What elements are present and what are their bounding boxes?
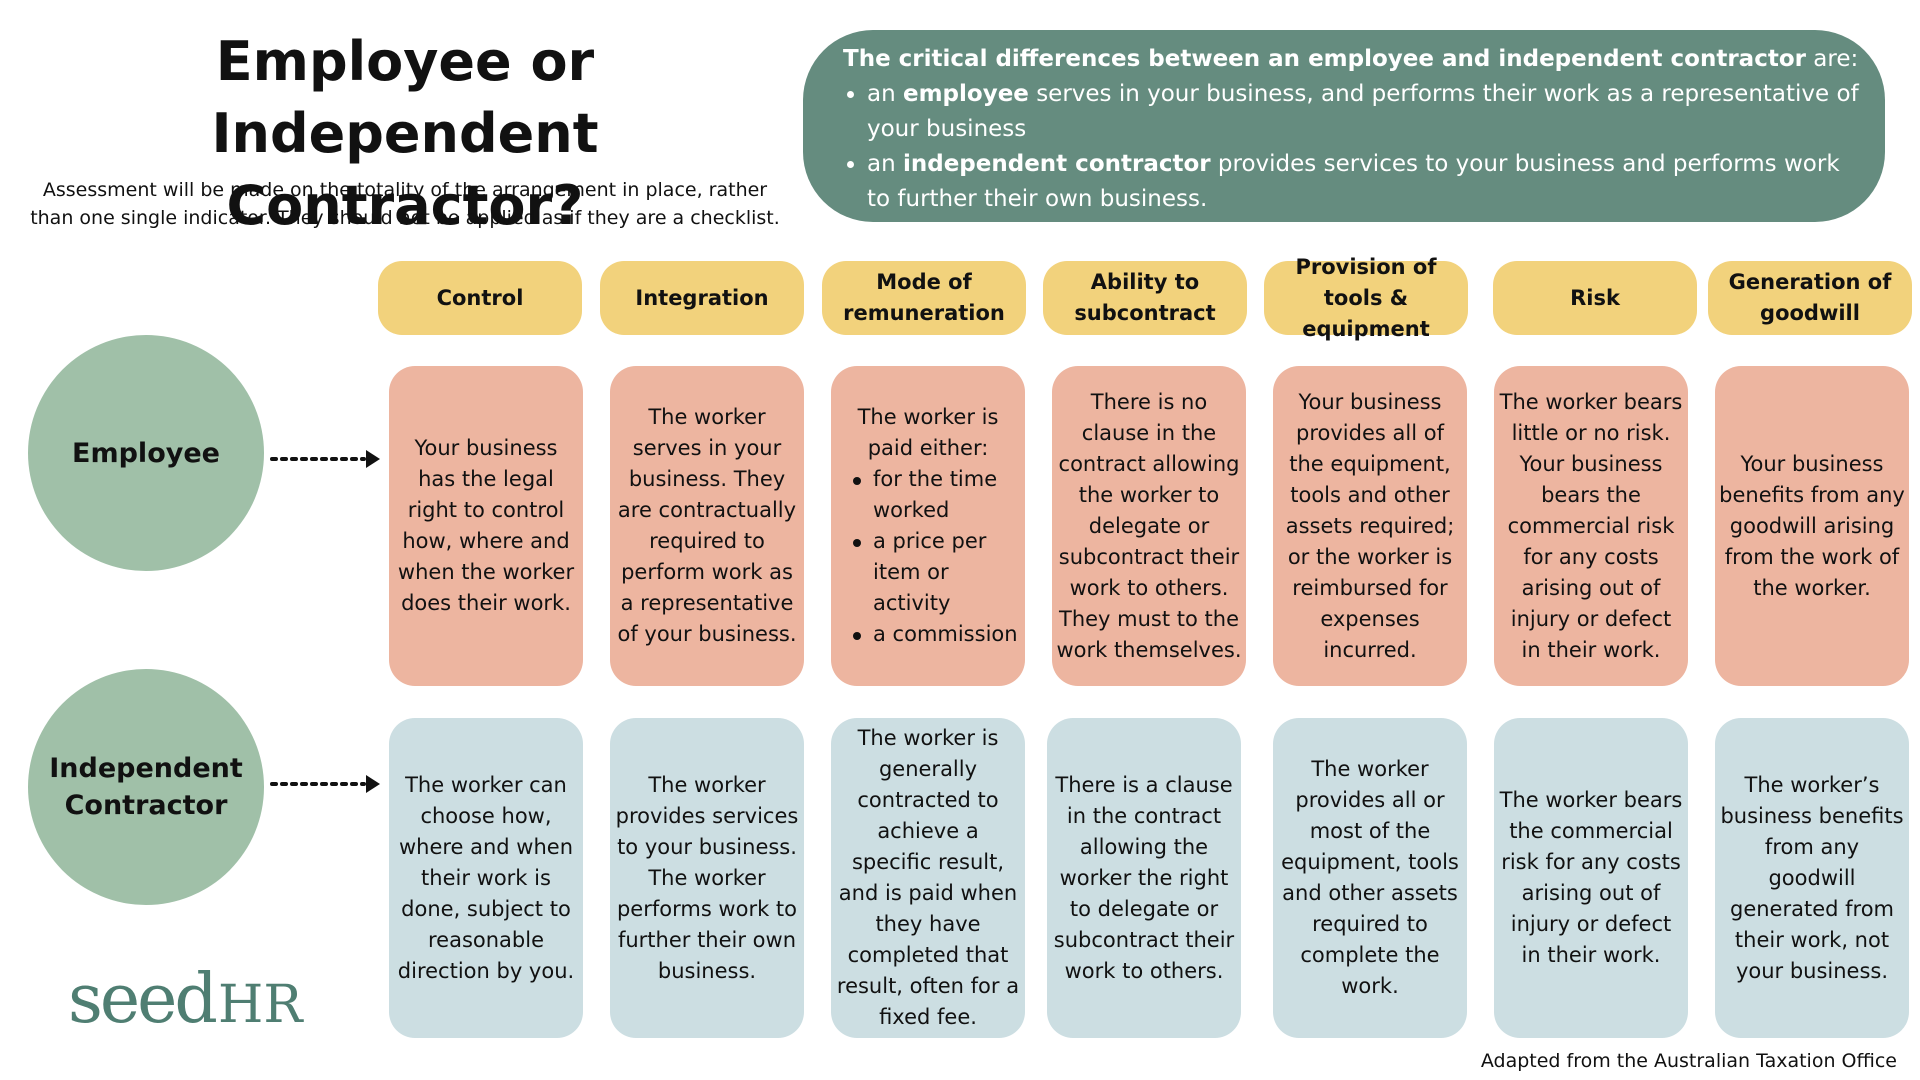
contractor-cell-ability-to-subcontract: There is a clause in the contract allowi…	[1047, 718, 1241, 1038]
difference-contractor-bold: independent contractor	[902, 151, 1211, 177]
header-control: Control	[378, 261, 582, 335]
subtitle-line-1: Assessment will be made on the totality …	[42, 179, 768, 201]
subtitle-line-2: than one single indicator. They should n…	[30, 207, 780, 229]
contractor-cell-control: The worker can choose how, where and whe…	[389, 718, 583, 1038]
employee-arrow-icon	[270, 450, 380, 468]
page-title-line-2: Contractor?	[226, 174, 584, 237]
header-integration: Integration	[600, 261, 804, 335]
contractor-cell-mode-of-remuneration: The worker is generally contracted to ac…	[831, 718, 1025, 1038]
difference-employee-pre: an	[867, 81, 903, 107]
svg-text:HR: HR	[218, 975, 304, 1035]
employee-cell-control: Your business has the legal right to con…	[389, 366, 583, 686]
difference-contractor-pre: an	[867, 151, 903, 177]
contractor-label: Independent Contractor	[49, 750, 243, 824]
contractor-circle: Independent Contractor	[28, 669, 264, 905]
contractor-cell-integration: The worker provides services to your bus…	[610, 718, 804, 1038]
difference-employee-post: serves in your business, and performs th…	[867, 81, 1859, 142]
header-provision-of-tools: Provision of tools & equipment	[1264, 255, 1468, 341]
contractor-label-line-1: Independent	[49, 753, 243, 784]
header-generation-of-goodwill: Generation of goodwill	[1708, 261, 1912, 335]
employee-mode-bullet-time: for the time worked	[835, 464, 1021, 526]
difference-employee: an employee serves in your business, and…	[867, 77, 1869, 147]
contractor-cell-generation-of-goodwill: The worker’s business benefits from any …	[1715, 718, 1909, 1038]
employee-cell-integration: The worker serves in your business. They…	[610, 366, 804, 686]
header-mode-of-remuneration: Mode of remuneration	[822, 261, 1026, 335]
employee-cell-mode-of-remuneration: The worker is paid either: for the time …	[831, 366, 1025, 686]
contractor-cell-risk: The worker bears the commercial risk for…	[1494, 718, 1688, 1038]
seed-hr-logo: seed HR	[68, 960, 304, 1039]
page-subtitle: Assessment will be made on the totality …	[20, 176, 790, 232]
page-title: Employee or Independent Contractor?	[20, 26, 790, 242]
differences-list: an employee serves in your business, and…	[843, 77, 1869, 217]
contractor-arrow-icon	[270, 775, 380, 793]
employee-cell-ability-to-subcontract: There is no clause in the contract allow…	[1052, 366, 1246, 686]
page-title-line-1: Employee or Independent	[211, 30, 599, 165]
employee-mode-bullet-price: a price per item or activity	[835, 526, 1021, 619]
employee-cell-provision-of-tools: Your business provides all of the equipm…	[1273, 366, 1467, 686]
employee-mode-list: for the time worked a price per item or …	[835, 464, 1021, 650]
employee-cell-risk: The worker bears little or no risk. Your…	[1494, 366, 1688, 686]
employee-label: Employee	[72, 437, 220, 469]
difference-contractor: an independent contractor provides servi…	[867, 147, 1869, 217]
employee-circle: Employee	[28, 335, 264, 571]
employee-mode-intro: The worker is paid either:	[857, 405, 999, 460]
differences-lead-rest: are:	[1805, 46, 1859, 72]
employee-mode-bullet-commission: a commission	[835, 619, 1021, 650]
contractor-cell-provision-of-tools: The worker provides all or most of the e…	[1273, 718, 1467, 1038]
employee-mode-content: The worker is paid either: for the time …	[835, 402, 1021, 650]
contractor-label-line-2: Contractor	[64, 790, 228, 821]
differences-lead: The critical differences between an empl…	[843, 42, 1869, 77]
critical-differences-box: The critical differences between an empl…	[803, 30, 1885, 222]
difference-employee-bold: employee	[902, 81, 1029, 107]
header-risk: Risk	[1493, 261, 1697, 335]
header-ability-to-subcontract: Ability to subcontract	[1043, 261, 1247, 335]
differences-lead-bold: The critical differences between an empl…	[843, 46, 1806, 72]
svg-text:seed: seed	[68, 960, 216, 1039]
difference-contractor-post: provides services to your business and p…	[867, 151, 1840, 212]
employee-cell-generation-of-goodwill: Your business benefits from any goodwill…	[1715, 366, 1909, 686]
source-credit: Adapted from the Australian Taxation Off…	[1480, 1050, 1897, 1072]
